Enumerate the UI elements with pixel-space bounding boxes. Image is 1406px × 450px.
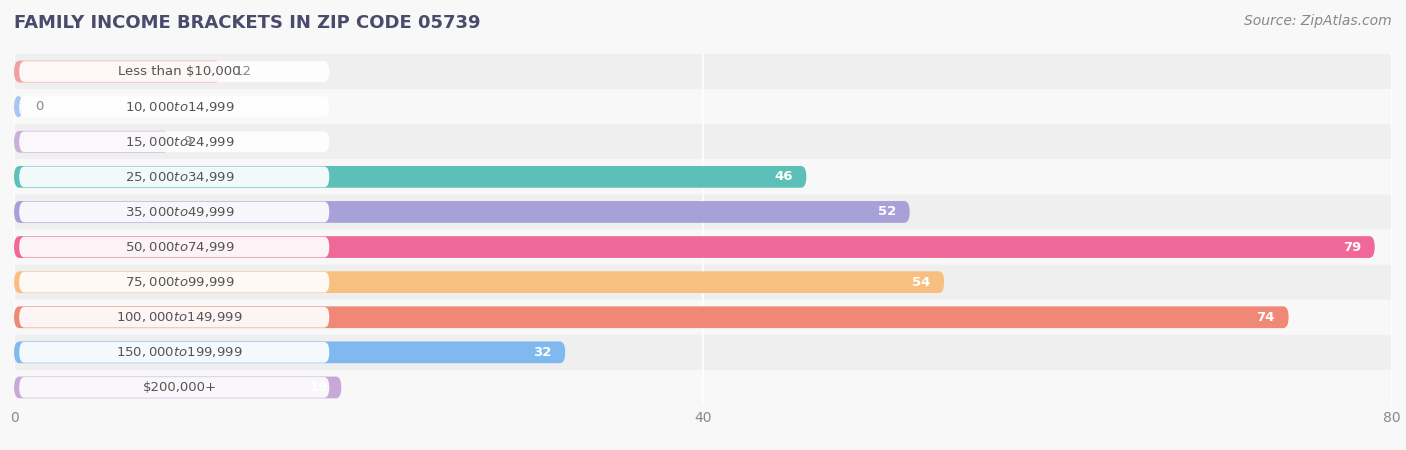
FancyBboxPatch shape [20, 342, 329, 363]
Text: 32: 32 [533, 346, 551, 359]
Text: 19: 19 [309, 381, 328, 394]
FancyBboxPatch shape [14, 54, 1392, 89]
Text: $100,000 to $149,999: $100,000 to $149,999 [117, 310, 243, 324]
FancyBboxPatch shape [14, 194, 1392, 230]
FancyBboxPatch shape [14, 342, 565, 363]
Text: $35,000 to $49,999: $35,000 to $49,999 [125, 205, 235, 219]
FancyBboxPatch shape [20, 307, 329, 328]
Text: 0: 0 [35, 100, 44, 113]
Text: 12: 12 [235, 65, 252, 78]
FancyBboxPatch shape [14, 300, 1392, 335]
FancyBboxPatch shape [20, 131, 329, 152]
Text: $150,000 to $199,999: $150,000 to $199,999 [117, 345, 243, 360]
FancyBboxPatch shape [14, 124, 1392, 159]
Text: Source: ZipAtlas.com: Source: ZipAtlas.com [1244, 14, 1392, 27]
FancyBboxPatch shape [20, 96, 329, 117]
FancyBboxPatch shape [14, 131, 169, 153]
FancyBboxPatch shape [20, 272, 329, 292]
FancyBboxPatch shape [20, 202, 329, 222]
Text: $15,000 to $24,999: $15,000 to $24,999 [125, 135, 235, 149]
Text: FAMILY INCOME BRACKETS IN ZIP CODE 05739: FAMILY INCOME BRACKETS IN ZIP CODE 05739 [14, 14, 481, 32]
Text: $10,000 to $14,999: $10,000 to $14,999 [125, 99, 235, 114]
FancyBboxPatch shape [14, 370, 1392, 405]
FancyBboxPatch shape [14, 265, 1392, 300]
FancyBboxPatch shape [20, 166, 329, 187]
Text: 9: 9 [183, 135, 191, 148]
Text: $50,000 to $74,999: $50,000 to $74,999 [125, 240, 235, 254]
FancyBboxPatch shape [14, 61, 221, 82]
FancyBboxPatch shape [14, 335, 1392, 370]
Text: $25,000 to $34,999: $25,000 to $34,999 [125, 170, 235, 184]
Text: 46: 46 [775, 171, 793, 183]
Text: 79: 79 [1343, 241, 1361, 253]
Text: $200,000+: $200,000+ [142, 381, 217, 394]
Text: Less than $10,000: Less than $10,000 [118, 65, 240, 78]
FancyBboxPatch shape [14, 230, 1392, 265]
FancyBboxPatch shape [20, 61, 329, 82]
FancyBboxPatch shape [14, 96, 22, 117]
FancyBboxPatch shape [14, 306, 1289, 328]
FancyBboxPatch shape [14, 89, 1392, 124]
Text: 54: 54 [912, 276, 931, 288]
Text: 52: 52 [877, 206, 896, 218]
Text: $75,000 to $99,999: $75,000 to $99,999 [125, 275, 235, 289]
FancyBboxPatch shape [20, 237, 329, 257]
FancyBboxPatch shape [14, 377, 342, 398]
FancyBboxPatch shape [14, 236, 1375, 258]
FancyBboxPatch shape [14, 166, 807, 188]
FancyBboxPatch shape [14, 271, 945, 293]
Text: 74: 74 [1257, 311, 1275, 324]
FancyBboxPatch shape [20, 377, 329, 398]
FancyBboxPatch shape [14, 201, 910, 223]
FancyBboxPatch shape [14, 159, 1392, 194]
